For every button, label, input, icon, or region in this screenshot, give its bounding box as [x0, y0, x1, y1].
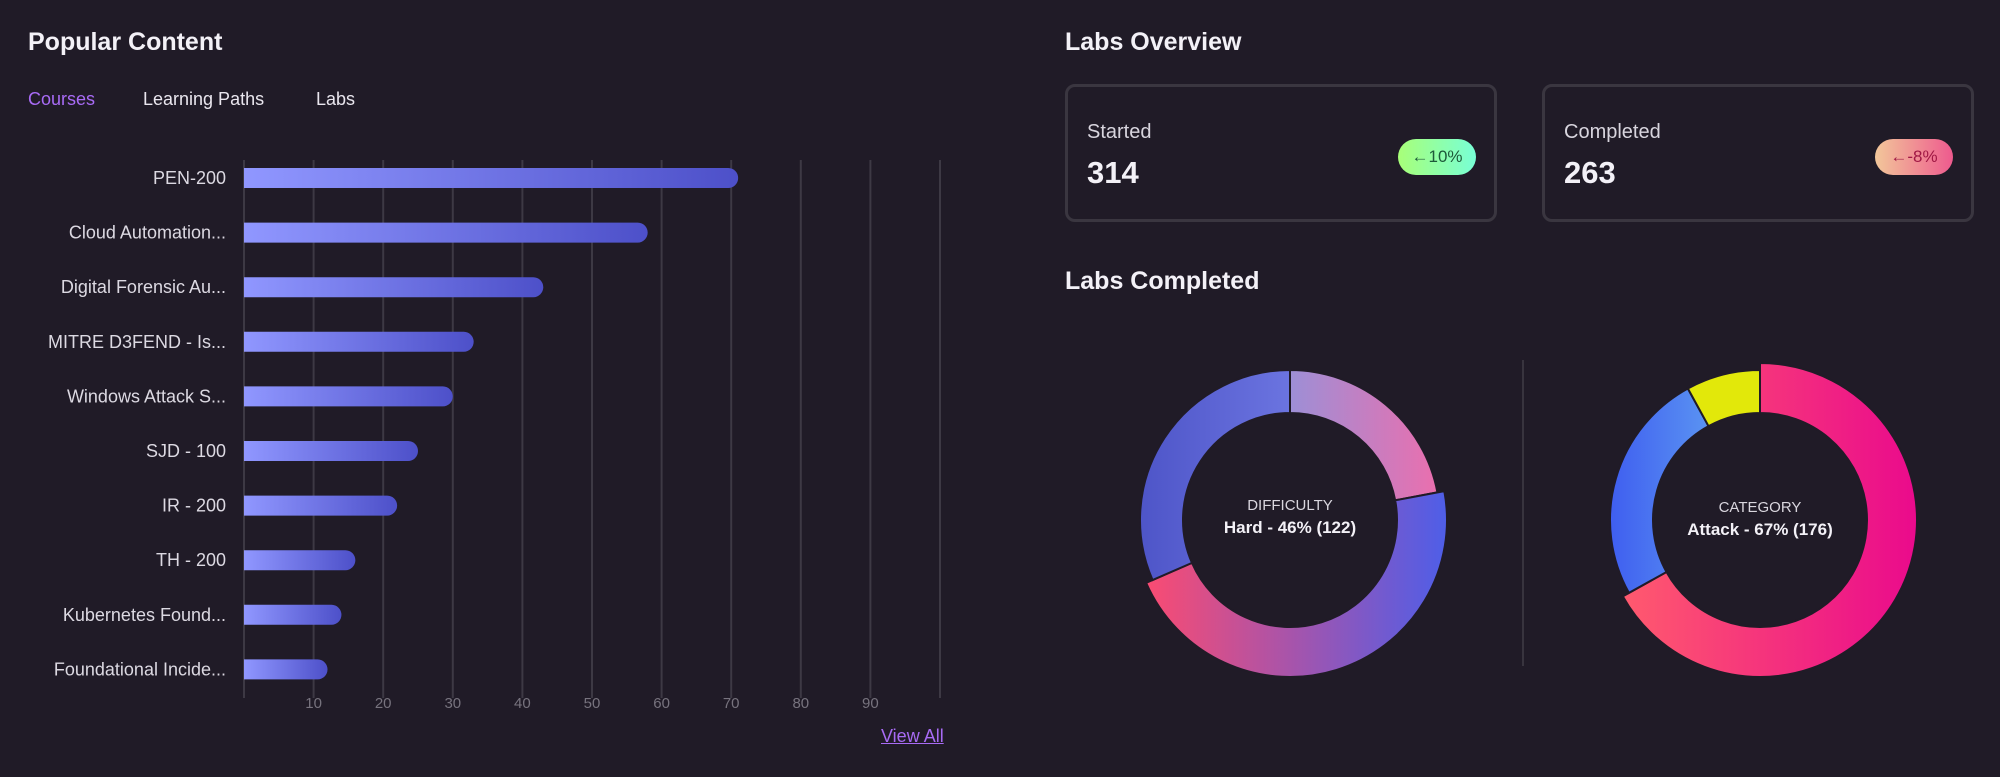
difficulty-center-label: Hard - 46% (122) [1224, 518, 1356, 537]
category-donut-chart: CATEGORY Attack - 67% (176) [1609, 361, 1918, 678]
difficulty-center-title: DIFFICULTY [1247, 497, 1333, 514]
category-label: Foundational Incide... [54, 659, 226, 679]
category-label: MITRE D3FEND - Is... [48, 332, 226, 352]
x-tick-label: 70 [723, 695, 740, 712]
started-trend-badge: ←10% [1398, 139, 1476, 175]
category-label: Windows Attack S... [67, 386, 226, 406]
donut-divider [1522, 360, 1524, 666]
bar[interactable] [244, 331, 474, 352]
x-tick-label: 30 [444, 695, 461, 712]
x-tick-label: 10 [305, 695, 322, 712]
started-label: Started [1087, 121, 1152, 143]
category-label: IR - 200 [162, 496, 226, 516]
bar[interactable] [244, 277, 544, 298]
completed-card: Completed 263 ←-8% [1542, 84, 1974, 222]
difficulty-donut-chart: DIFFICULTY Hard - 46% (122) [1139, 368, 1448, 678]
bar[interactable] [244, 222, 648, 243]
x-tick-label: 20 [375, 695, 392, 712]
tab-learning-paths[interactable]: Learning Paths [143, 89, 265, 109]
labs-completed-title: Labs Completed [1065, 267, 1260, 295]
popular-content-title: Popular Content [28, 28, 223, 56]
bar[interactable] [244, 495, 398, 516]
popular-content-bar-chart: 10 20 30 40 50 60 70 80 90 PEN-200 Cloud Automatio… [48, 160, 941, 712]
bar[interactable] [244, 168, 739, 188]
category-center-label: Attack - 67% (176) [1687, 520, 1833, 539]
bar[interactable] [244, 441, 418, 461]
bar[interactable] [244, 659, 328, 680]
x-tick-label: 40 [514, 695, 531, 712]
x-tick-label: 90 [862, 695, 879, 712]
started-value: 314 [1087, 155, 1139, 190]
x-tick-label: 80 [792, 695, 809, 712]
donut-slice[interactable] [1686, 368, 1761, 428]
view-all-link[interactable]: View All [881, 726, 944, 746]
donut-slice[interactable] [1289, 368, 1439, 502]
category-label: TH - 200 [156, 550, 226, 570]
donut-slice[interactable] [1621, 361, 1918, 678]
completed-trend-badge: ←-8% [1875, 139, 1953, 175]
started-card: Started 314 ←10% [1065, 84, 1497, 222]
bar[interactable] [244, 604, 342, 625]
category-label: SJD - 100 [146, 441, 226, 461]
category-label: Kubernetes Found... [63, 605, 226, 625]
completed-value: 263 [1564, 155, 1616, 190]
donut-slice[interactable] [1609, 387, 1710, 595]
bar[interactable] [244, 550, 356, 571]
bar[interactable] [244, 386, 453, 407]
category-label: Digital Forensic Au... [61, 277, 226, 297]
labs-overview-title: Labs Overview [1065, 28, 1242, 56]
donut-slice[interactable] [1139, 368, 1291, 582]
category-center-title: CATEGORY [1719, 499, 1802, 516]
donut-slice[interactable] [1144, 489, 1448, 678]
tab-labs[interactable]: Labs [316, 89, 356, 109]
category-label: PEN-200 [153, 168, 226, 188]
tab-courses[interactable]: Courses [28, 89, 96, 109]
completed-label: Completed [1564, 121, 1661, 143]
x-tick-label: 60 [653, 695, 670, 712]
x-tick-label: 50 [584, 695, 601, 712]
category-label: Cloud Automation... [69, 223, 226, 243]
